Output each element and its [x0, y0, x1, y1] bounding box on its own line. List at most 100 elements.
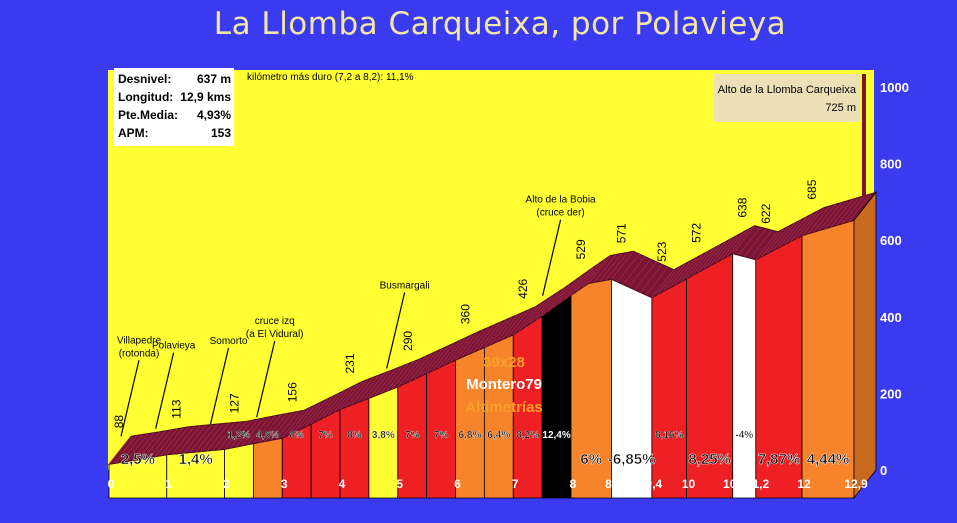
ribbon-hatch — [836, 197, 859, 226]
stat-label: APM: — [118, 126, 149, 140]
x-tick-label: 11,2 — [746, 477, 769, 491]
ribbon-hatch — [310, 395, 334, 425]
grade-label: 1,2% — [228, 430, 251, 441]
ribbon-hatch — [206, 422, 230, 452]
ribbon-hatch — [126, 433, 149, 462]
watermark-text: Altimetrías — [465, 399, 543, 416]
grade-segment — [455, 346, 485, 499]
altitude-label: 638 — [736, 197, 750, 217]
place-label: (a El Vidural) — [246, 329, 304, 340]
ribbon-hatch — [374, 367, 397, 397]
ribbon-hatch — [357, 374, 380, 404]
ribbon-hatch — [697, 244, 721, 273]
grade-label: 7% — [318, 430, 333, 441]
altitude-label: 622 — [759, 203, 773, 223]
ribbon-hatch — [536, 291, 559, 321]
ribbon-hatch — [553, 279, 576, 308]
ribbon-hatch — [230, 420, 253, 449]
x-tick-label: 0 — [108, 477, 115, 491]
ribbon-hatch — [258, 414, 282, 443]
grade-label: 8% — [289, 430, 304, 441]
altitude-label: 290 — [401, 331, 415, 351]
grade-segment — [651, 278, 687, 499]
grade-label: 8,16% — [655, 430, 683, 441]
ribbon-hatch — [692, 247, 715, 276]
stat-row: Longitud: 12,9 kms — [118, 88, 231, 106]
ribbon-hatch — [426, 345, 449, 374]
ribbon-hatch — [772, 222, 796, 251]
ribbon-hatch — [305, 398, 328, 428]
place-pointer — [542, 219, 562, 296]
grade-segment — [310, 408, 341, 499]
ribbon-hatch — [680, 253, 703, 283]
ribbon-hatch — [160, 427, 184, 456]
ribbon-hatch — [796, 210, 819, 239]
ribbon-hatch — [576, 263, 600, 292]
ribbon-hatch — [143, 430, 166, 459]
x-tick-label: 10,8 — [723, 477, 747, 491]
altitude-label: 571 — [614, 223, 628, 243]
x-tick-label: 7 — [512, 477, 519, 491]
ribbon-hatch — [316, 392, 340, 422]
ribbon-hatch — [524, 299, 548, 328]
ribbon-hatch — [345, 379, 369, 408]
x-tick-label: 1 — [165, 477, 172, 491]
altitude-label: 685 — [805, 179, 819, 199]
ribbon-hatch — [715, 234, 738, 264]
summit-box: Alto de la Llomba Carqueixa 725 m — [714, 74, 860, 122]
altitude-label: 426 — [516, 278, 530, 298]
ribbon-hatch — [403, 356, 426, 385]
ribbon-hatch — [668, 260, 692, 289]
summit-name: Alto de la Llomba Carqueixa — [717, 84, 856, 96]
grade-label: 8% — [347, 430, 362, 441]
ribbon-hatch — [247, 416, 270, 445]
ribbon-hatch — [761, 228, 784, 257]
ribbon-hatch — [824, 200, 848, 230]
grade-label: 6,4% — [487, 430, 510, 441]
ribbon-hatch — [299, 401, 322, 430]
stat-label: Longitud: — [118, 90, 174, 104]
ribbon-hatch — [201, 423, 224, 452]
stat-row: APM: 153 — [118, 124, 231, 142]
hardest-km-note: kilómetro más duro (7,2 a 8,2): 11,1% — [247, 72, 414, 83]
ribbon-hatch — [276, 411, 299, 440]
ribbon-hatch — [287, 407, 311, 436]
ribbon-hatch — [172, 425, 195, 455]
grade-label: 4,6% — [256, 430, 279, 441]
summit-pole — [862, 74, 866, 197]
ribbon-hatch — [212, 422, 236, 451]
ribbon-hatch — [720, 231, 744, 261]
ribbon-hatch — [270, 412, 293, 441]
altitude-label: 360 — [459, 304, 473, 324]
ribbon-hatch — [328, 387, 351, 416]
grade-segment — [732, 253, 757, 499]
grade-segment — [368, 386, 399, 499]
ribbon-hatch — [339, 381, 363, 410]
watermark-text: 39x28 — [483, 354, 525, 371]
ribbon-hatch — [420, 348, 444, 377]
ribbon-hatch — [807, 205, 831, 235]
ribbon-hatch — [432, 342, 455, 372]
stat-value: 12,9 kms — [180, 90, 231, 104]
ribbon-hatch — [547, 283, 571, 313]
x-tick-label: 10 — [682, 477, 696, 491]
ribbon-hatch — [732, 225, 755, 254]
ribbon-hatch — [166, 426, 189, 455]
ribbon-hatch — [293, 404, 317, 433]
ribbon-hatch — [611, 251, 634, 280]
ribbon-hatch — [570, 267, 594, 296]
place-label: cruce izq — [255, 316, 295, 327]
ribbon-hatch — [489, 316, 513, 346]
stat-value: 153 — [210, 126, 231, 140]
x-tick-label: 12 — [797, 477, 811, 491]
grade-label: 2,5% — [121, 451, 155, 468]
ribbon-hatch — [478, 321, 501, 351]
ribbon-hatch — [495, 314, 519, 343]
ribbon-hatch — [663, 263, 686, 292]
grade-label: 8,25% — [688, 451, 731, 468]
ribbon-hatch — [322, 390, 345, 419]
stat-row: Pte.Media: 4,93% — [118, 106, 231, 124]
ribbon-hatch — [645, 266, 669, 296]
